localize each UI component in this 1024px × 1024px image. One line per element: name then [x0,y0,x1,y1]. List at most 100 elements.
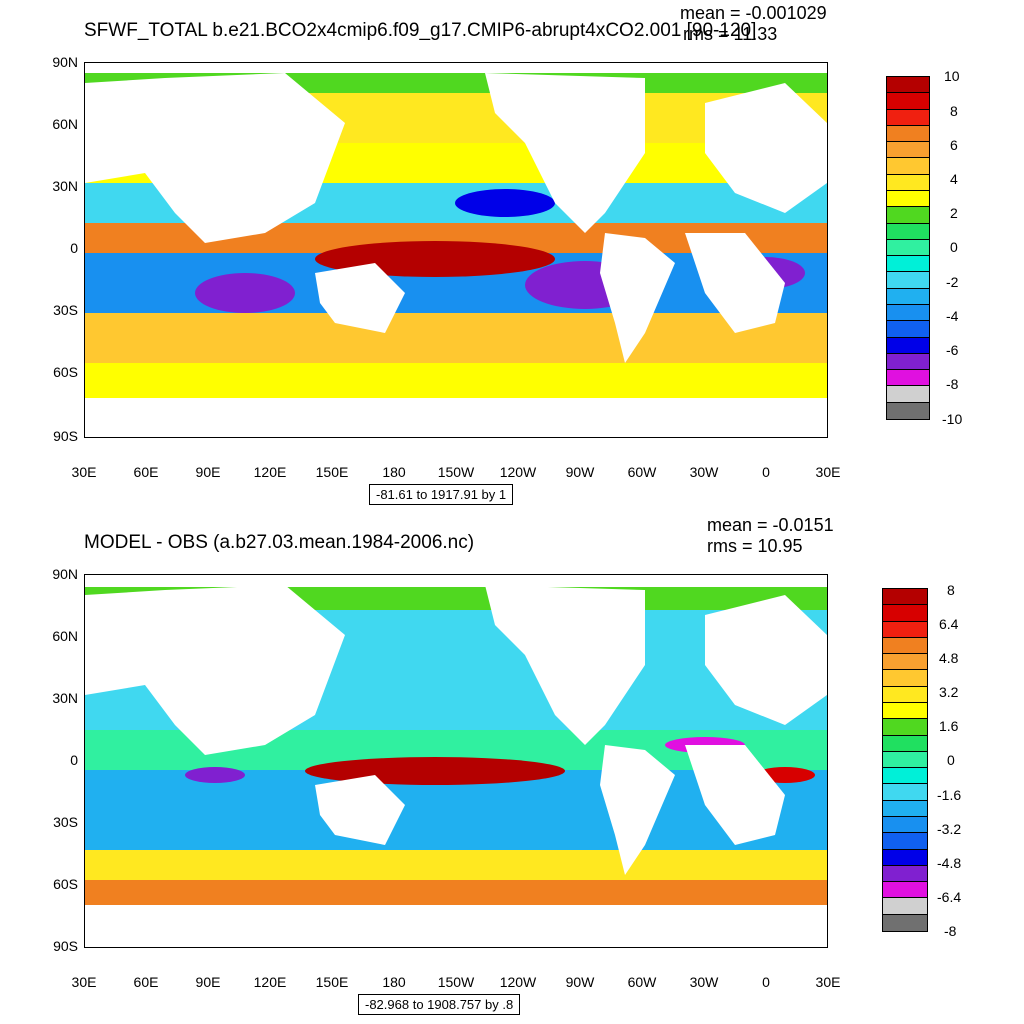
panel-2-ytick-label: 60S [53,876,78,892]
panel-1-ytick-label: 30S [53,302,78,318]
panel-1-mean: mean = -0.001029 [680,3,827,23]
panel-2-ytick-label: 30S [53,814,78,830]
panel-2-xtick-label: 30W [689,974,719,990]
panel-2-colorbar-box [883,768,927,785]
panel-2-xtick-label: 30E [71,974,97,990]
panel-2-colorbar-box [883,670,927,687]
panel-1-colorbar-label: -6 [946,342,959,358]
panel-2-ytick-label: 30N [52,690,78,706]
panel-1-colorbar [886,76,930,420]
panel-1-xtick-label: 180 [382,464,406,480]
panel-2-colorbar-box [883,605,927,622]
panel-2-colorbar-box [883,702,927,720]
panel-1-colorbar-label: 8 [950,103,958,119]
panel-1-xtick-label: 90W [565,464,595,480]
panel-1-colorbar-box [887,353,929,371]
panel-1-colorbar-label: -10 [942,411,963,427]
panel-1-xtick-label: 120W [499,464,537,480]
panel-2-colorbar-label: 3.2 [939,684,959,700]
panel-2-colorbar-box [883,816,927,834]
panel-1-colorbar-box [887,272,929,289]
panel-2-colorbar-box [883,800,927,817]
panel-2-xtick-label: 120E [253,974,287,990]
panel-2-colorbar-label: -4.8 [937,855,962,871]
panel-2-colorbar-box [883,914,927,931]
panel-1-colorbar-box [887,321,929,338]
panel-1-colorbar-box [887,337,929,354]
panel-2-xtick-label: 150E [315,974,349,990]
panel-2-colorbar-box [883,751,927,769]
panel-1-xtick-label: 60W [627,464,657,480]
panel-2-xtick-label: 30E [815,974,841,990]
panel-1-range-label: -81.61 to 1917.91 by 1 [369,484,514,505]
panel-1-colorbar-box [887,256,929,273]
panel-2-xtick-label: 60E [133,974,159,990]
panel-2-ytick-label: 90S [53,938,78,954]
panel-2-colorbar-box [883,898,927,915]
panel-2-colorbar-box [883,637,927,655]
panel-1-ytick-label: 90N [52,54,78,70]
panel-1-xtick-label: 60E [133,464,159,480]
panel-2-colorbar-box [883,589,927,606]
panel-2-colorbar-label: 4.8 [939,650,959,666]
panel-1-colorbar-box [887,207,929,224]
panel-2-ytick-label: 0 [70,752,78,768]
panel-1-colorbar-box [887,77,929,94]
panel-1-title: SFWF_TOTAL b.e21.BCO2x4cmip6.f09_g17.CMI… [84,20,757,41]
panel-2-colorbar-box [883,833,927,850]
panel-2-xtick-label: 90W [565,974,595,990]
panel-2-xtick-label: 180 [382,974,406,990]
panel-1-colorbar-box [887,304,929,322]
panel-2-colorbar-label: 1.6 [939,718,959,734]
panel-1-colorbar-box [887,93,929,110]
panel-1-colorbar-box [887,370,929,387]
panel-2-colorbar-box [883,849,927,866]
panel-1-colorbar-box [887,239,929,257]
panel-2-title: MODEL - OBS (a.b27.03.mean.1984-2006.nc) [84,532,475,553]
panel-2-colorbar-box [883,686,927,703]
panel-1-colorbar-label: 0 [950,239,958,255]
panel-2-colorbar-box [883,735,927,752]
panel-2-rms: rms = 10.95 [707,536,803,556]
panel-1: SFWF_TOTAL b.e21.BCO2x4cmip6.f09_g17.CMI… [52,3,963,505]
panel-1-xtick-label: 120E [253,464,287,480]
panel-2-colorbar-label: 0 [947,752,955,768]
panel-2-colorbar-box [883,719,927,736]
panel-2-xtick-label: 150W [437,974,475,990]
panel-2-mean: mean = -0.0151 [707,515,834,535]
panel-2-range-label: -82.968 to 1908.757 by .8 [358,994,521,1015]
panel-1-colorbar-label: 2 [950,205,958,221]
panel-1-xtick-label: 150W [437,464,475,480]
panel-2-colorbar [882,588,928,932]
panel-1-colorbar-label: -8 [946,376,959,392]
panel-1-xtick-label: 30E [71,464,97,480]
panel-2-ytick-label: 60N [52,628,78,644]
panel-1-colorbar-box [887,288,929,305]
panel-2-xtick-label: 120W [499,974,537,990]
panel-1-xtick-label: 30E [815,464,841,480]
panel-1-colorbar-box [887,125,929,143]
panel-1-colorbar-label: 10 [944,68,960,84]
panel-2-xtick-label: 60W [627,974,657,990]
panel-1-colorbar-box [887,142,929,159]
panel-1-xtick-label: 0 [762,464,770,480]
panel-1-xtick-label: 30W [689,464,719,480]
panel-1-colorbar-label: -2 [946,274,959,290]
panel-1-colorbar-box [887,386,929,403]
panel-2-colorbar-label: 6.4 [939,616,959,632]
panel-1-colorbar-box [887,190,929,208]
panel-1-colorbar-box [887,174,929,191]
panel-2-colorbar-box [883,654,927,671]
panel-2-colorbar-label: -3.2 [937,821,962,837]
panel-1-colorbar-label: -4 [946,308,959,324]
panel-1-xtick-label: 90E [195,464,221,480]
panel-2: MODEL - OBS (a.b27.03.mean.1984-2006.nc)… [0,512,1024,1024]
panel-1-ytick-label: 90S [53,428,78,444]
panel-2-colorbar-box [883,865,927,883]
panel-1-xtick-label: 150E [315,464,349,480]
panel-1-colorbar-box [887,158,929,175]
panel-2-colorbar-box [883,882,927,899]
panel-2-colorbar-label: -1.6 [937,787,962,803]
panel-2-map [84,574,828,948]
panel-1-colorbar-label: 6 [950,137,958,153]
